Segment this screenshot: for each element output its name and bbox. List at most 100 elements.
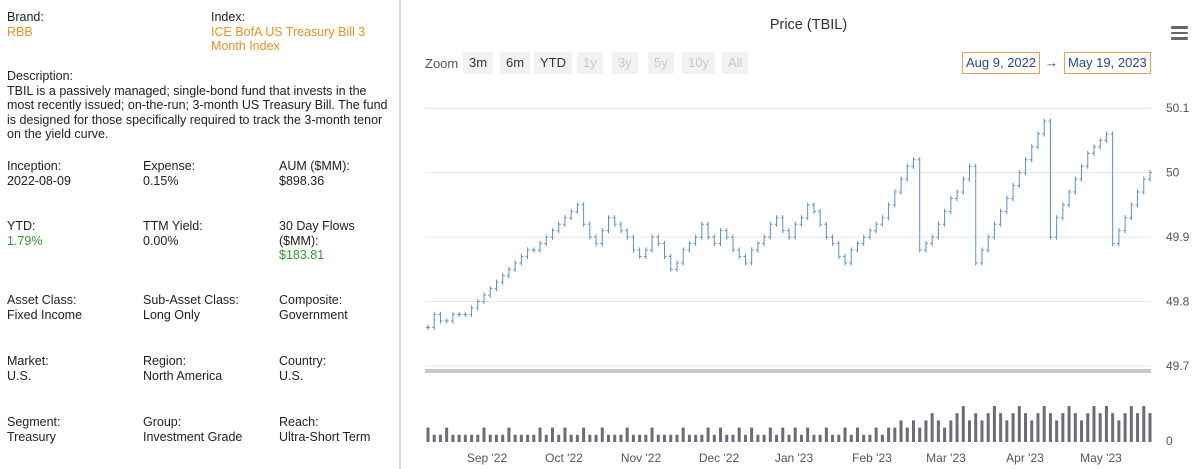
segment-field: Segment: Treasury [7, 415, 61, 444]
country-value: U.S. [279, 368, 304, 383]
volume-bar [961, 406, 965, 442]
volume-bar [874, 427, 878, 442]
volume-bar [451, 434, 455, 442]
market-label: Market: [7, 354, 49, 368]
volume-bar [619, 434, 623, 442]
zoom-3m-button[interactable]: 3m [463, 52, 494, 74]
volume-bar [980, 420, 984, 442]
inception-field: Inception: 2022-08-09 [7, 159, 71, 188]
index-field: Index: ICE BofA US Treasury Bill 3 Month… [211, 10, 386, 54]
volume-bar [712, 434, 716, 442]
fund-info-panel: Brand: RBB Index: ICE BofA US Treasury B… [0, 0, 398, 469]
flows-field: 30 Day Flows ($MM): $183.81 [279, 219, 369, 263]
volume-bar [756, 434, 760, 442]
zoom-6m-button[interactable]: 6m [500, 52, 531, 74]
volume-bar [426, 427, 430, 442]
volume-bar [824, 427, 828, 442]
y-tick-label: 50 [1166, 166, 1180, 180]
expense-field: Expense: 0.15% [143, 159, 195, 188]
sub-asset-value: Long Only [143, 307, 200, 322]
volume-bar [687, 434, 691, 442]
volume-bar [575, 434, 579, 442]
expense-label: Expense: [143, 159, 196, 173]
ttm-label: TTM Yield: [143, 219, 203, 233]
volume-bar [899, 420, 903, 442]
region-field: Region: North America [143, 354, 222, 383]
composite-value: Government [279, 307, 348, 322]
volume-bar [438, 434, 442, 442]
volume-bar [887, 427, 891, 442]
panel-divider [399, 0, 401, 469]
volume-bar [494, 434, 498, 442]
volume-bar [1092, 406, 1096, 442]
volume-bar [1086, 413, 1090, 442]
price-chart[interactable]: 50.1 50 49.9 49.8 49.7 0 Sep '22 Oct '22 Nov '22… [401, 0, 1200, 469]
to-date-input[interactable]: May 19, 2023 [1064, 52, 1151, 74]
x-tick-label: Apr '23 [1006, 451, 1044, 465]
volume-bar [631, 434, 635, 442]
volume-bar [1080, 420, 1084, 442]
group-value: Investment Grade [143, 429, 243, 444]
volume-bar [607, 434, 610, 442]
ttm-value: 0.00% [143, 233, 179, 248]
y-tick-label: 50.1 [1166, 101, 1190, 115]
volume-bar [625, 427, 629, 442]
volume-bar [893, 427, 897, 442]
volume-bar [706, 427, 710, 442]
volume-bar [1024, 413, 1028, 442]
zoom-ytd-button[interactable]: YTD [534, 52, 572, 74]
volume-bar [831, 434, 835, 442]
volume-bar [463, 434, 467, 442]
x-tick-label: Feb '23 [852, 451, 892, 465]
from-date-input[interactable]: Aug 9, 2022 [962, 52, 1041, 74]
x-tick-label: May '23 [1080, 451, 1122, 465]
flows-value: $183.81 [279, 248, 325, 262]
hamburger-menu-icon[interactable] [1171, 26, 1188, 40]
volume-tick-label: 0 [1166, 434, 1173, 448]
volume-bar [532, 434, 536, 442]
volume-bar [1036, 413, 1040, 442]
zoom-1y-button[interactable]: 1y [577, 52, 603, 74]
market-value: U.S. [7, 368, 32, 383]
volume-bar [557, 434, 561, 442]
volume-bar [1042, 406, 1046, 442]
volume-bar [936, 420, 940, 442]
volume-bar [943, 427, 947, 442]
volume-bar [911, 420, 915, 442]
reach-value: Ultra-Short Term [279, 429, 371, 444]
brand-value: RBB [7, 24, 33, 39]
x-tick-label: Nov '22 [621, 451, 662, 465]
volume-bar [1123, 413, 1127, 442]
sub-asset-label: Sub-Asset Class: [143, 293, 239, 307]
zoom-3y-button[interactable]: 3y [612, 52, 638, 74]
volume-bar [1142, 406, 1146, 442]
volume-bar [843, 427, 847, 442]
volume-bar [638, 434, 642, 442]
description-label: Description: [7, 69, 73, 83]
volume-bar [1055, 420, 1059, 442]
y-tick-label: 49.8 [1166, 295, 1190, 309]
volume-bar [837, 434, 841, 442]
volume-bar [775, 434, 779, 442]
volume-bar [855, 427, 859, 442]
volume-bar [594, 434, 598, 442]
chart-title: Price (TBIL) [769, 17, 848, 33]
reach-field: Reach: Ultra-Short Term [279, 415, 370, 444]
volume-bar [806, 427, 810, 442]
y-tick-label: 49.7 [1166, 359, 1190, 373]
navigator-handle [425, 369, 1151, 373]
volume-bar [1117, 420, 1121, 442]
zoom-label: Zoom [425, 56, 459, 71]
inception-value: 2022-08-09 [7, 173, 71, 188]
y-tick-label: 49.9 [1166, 230, 1190, 244]
x-tick-label: Oct '22 [545, 451, 583, 465]
group-label: Group: [143, 415, 182, 429]
volume-bar [955, 413, 959, 442]
volume-bar [762, 434, 766, 442]
brand-field: Brand: RBB [7, 10, 44, 39]
volume-bar [986, 413, 990, 442]
segment-label: Segment: [7, 415, 61, 429]
zoom-10y-button[interactable]: 10y [682, 52, 715, 74]
zoom-5y-button[interactable]: 5y [648, 52, 674, 74]
zoom-all-button[interactable]: All [722, 52, 749, 74]
